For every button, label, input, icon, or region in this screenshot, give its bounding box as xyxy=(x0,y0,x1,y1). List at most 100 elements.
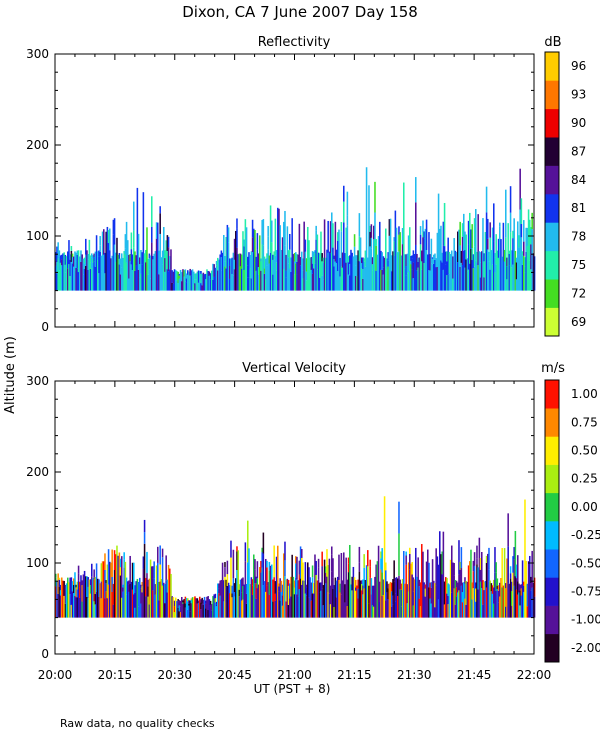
echo-column xyxy=(464,250,466,268)
echo-column xyxy=(341,252,344,268)
echo-column xyxy=(393,560,395,582)
echo-column xyxy=(205,603,207,609)
echo-column xyxy=(101,561,104,618)
echo-column xyxy=(125,221,128,263)
echo-column xyxy=(188,271,190,291)
echo-column xyxy=(70,604,73,618)
echo-column xyxy=(391,582,393,592)
echo-column xyxy=(207,596,209,611)
echo-column xyxy=(200,271,202,274)
echo-column xyxy=(410,260,412,265)
echo-column xyxy=(128,580,130,585)
echo-column xyxy=(346,225,349,291)
echo-column xyxy=(361,263,363,269)
echo-column xyxy=(127,581,129,618)
echo-column xyxy=(236,247,238,291)
echo-column xyxy=(464,577,466,584)
echo-column xyxy=(457,582,459,593)
echo-column xyxy=(158,581,160,601)
echo-column xyxy=(529,219,531,261)
echo-column xyxy=(223,580,225,602)
echo-column xyxy=(70,577,73,605)
echo-column xyxy=(489,222,491,238)
echo-column xyxy=(152,590,154,618)
echo-column xyxy=(530,576,532,584)
echo-column xyxy=(55,265,57,291)
echo-column xyxy=(81,254,83,291)
echo-column xyxy=(513,547,515,560)
echo-column xyxy=(97,578,99,618)
colorbar-label: 0.75 xyxy=(571,415,598,429)
echo-column xyxy=(377,236,380,291)
echo-column xyxy=(243,269,245,291)
echo-column xyxy=(530,244,532,270)
echo-column xyxy=(346,606,349,618)
echo-column xyxy=(430,263,433,291)
echo-column xyxy=(214,602,217,618)
echo-column xyxy=(382,579,385,595)
echo-column xyxy=(262,219,265,246)
echo-column xyxy=(533,596,536,618)
echo-column xyxy=(241,600,243,618)
echo-column xyxy=(190,599,193,604)
echo-column xyxy=(496,250,499,291)
echo-column xyxy=(289,249,291,269)
echo-column xyxy=(113,570,116,618)
echo-column xyxy=(115,554,117,618)
echo-column xyxy=(340,231,343,267)
echo-column xyxy=(514,250,517,291)
echo-column xyxy=(389,218,392,291)
echo-column xyxy=(98,250,100,257)
echo-column xyxy=(118,258,121,265)
echo-column xyxy=(247,265,249,278)
echo-column xyxy=(64,264,67,273)
echo-column xyxy=(386,592,388,618)
echo-column xyxy=(512,230,514,239)
echo-column xyxy=(227,242,230,291)
colorbar-swatch xyxy=(545,250,559,280)
echo-column xyxy=(59,595,62,618)
echo-column xyxy=(123,567,125,618)
echo-column xyxy=(445,264,447,291)
echo-column xyxy=(190,275,193,291)
echo-column xyxy=(81,580,83,586)
echo-column xyxy=(293,261,296,275)
echo-column xyxy=(63,590,65,596)
echo-column xyxy=(148,578,151,605)
echo-column xyxy=(225,602,227,618)
echo-column xyxy=(302,270,304,279)
echo-column xyxy=(458,249,460,291)
echo-column xyxy=(143,519,146,533)
echo-column xyxy=(112,583,115,605)
echo-column xyxy=(331,571,333,618)
echo-column xyxy=(371,257,374,265)
echo-column xyxy=(509,566,512,574)
echo-column xyxy=(500,239,502,291)
echo-column xyxy=(388,235,391,291)
colorbar-label: -0.50 xyxy=(571,556,600,570)
echo-column xyxy=(415,177,417,203)
echo-column xyxy=(399,589,401,618)
echo-column xyxy=(401,244,404,291)
echo-column xyxy=(151,226,153,243)
echo-column xyxy=(233,583,236,593)
echo-column xyxy=(284,210,286,234)
echo-column xyxy=(242,231,244,291)
echo-column xyxy=(64,603,67,618)
echo-column xyxy=(482,604,484,618)
echo-column xyxy=(107,243,110,291)
echo-column xyxy=(339,257,341,277)
echo-column xyxy=(201,597,203,604)
echo-column xyxy=(137,269,140,291)
echo-column xyxy=(435,267,437,291)
echo-column xyxy=(304,271,307,291)
echo-column xyxy=(391,255,393,272)
echo-column xyxy=(406,584,409,604)
echo-column xyxy=(292,254,295,291)
echo-column xyxy=(77,250,80,273)
echo-column xyxy=(331,554,333,572)
echo-column xyxy=(353,246,356,291)
echo-column xyxy=(405,275,407,291)
echo-column xyxy=(296,579,298,595)
